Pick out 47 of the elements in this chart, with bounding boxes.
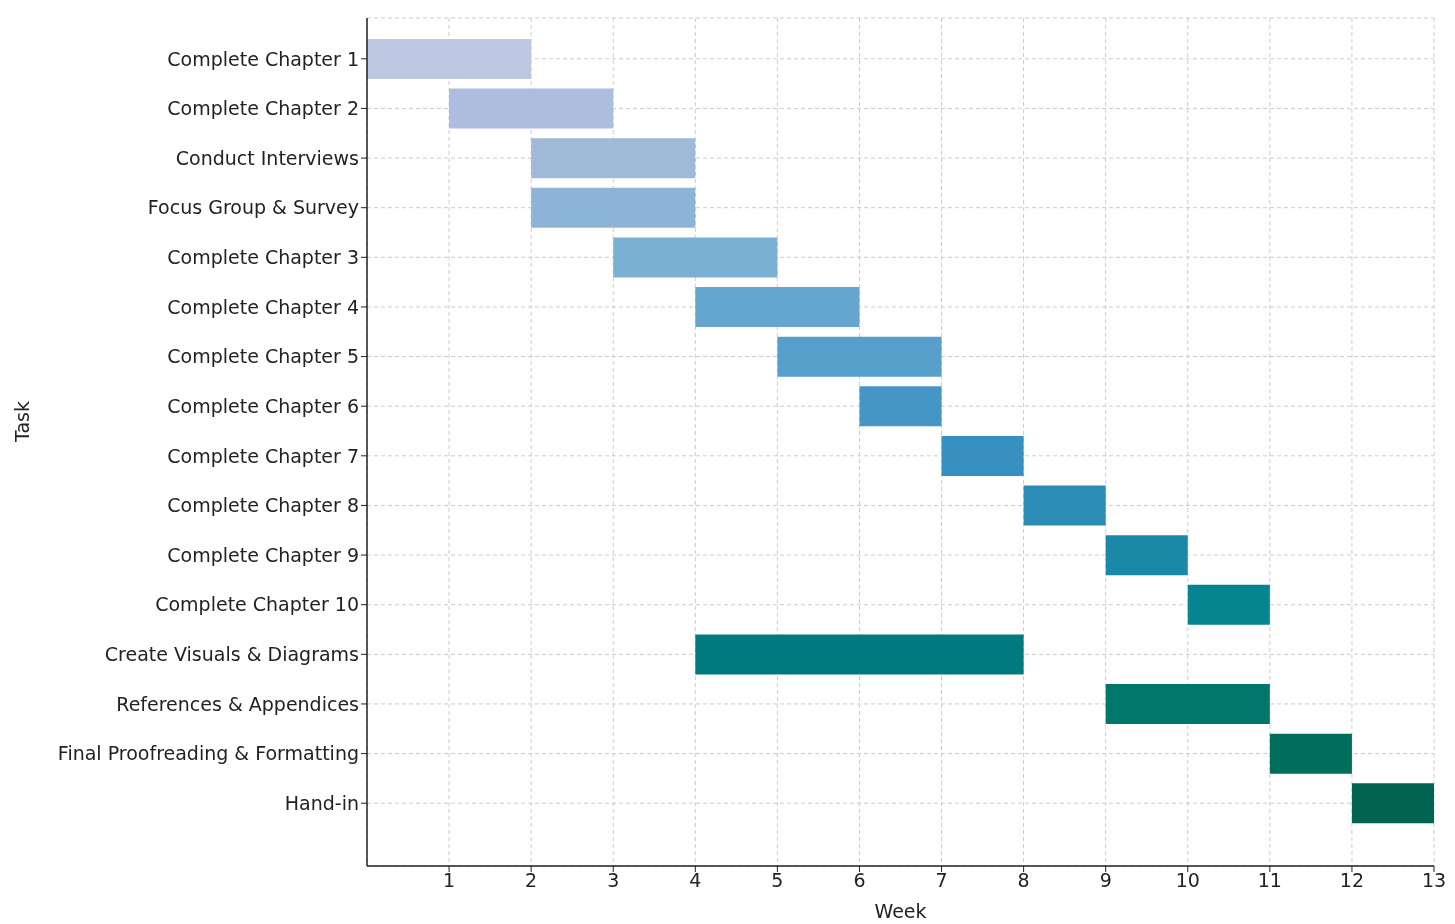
bar [1023, 485, 1106, 526]
x-axis-title: Week [874, 900, 927, 922]
y-tick-label: Complete Chapter 2 [167, 97, 359, 120]
bar [531, 187, 696, 228]
bar [695, 634, 1024, 675]
x-tick-label: 1 [443, 869, 456, 892]
y-tick-label: Hand-in [284, 791, 359, 814]
y-tick-label: Complete Chapter 4 [167, 295, 359, 318]
x-tick-label: 7 [935, 869, 948, 892]
bar [941, 435, 1024, 476]
bar [1187, 584, 1270, 625]
bar [1351, 783, 1434, 824]
y-tick-label: Complete Chapter 7 [167, 444, 359, 467]
bar [859, 386, 942, 427]
x-tick-label: 3 [607, 869, 620, 892]
y-axis-title: Task [10, 400, 33, 443]
y-tick-label: Complete Chapter 9 [167, 543, 359, 566]
bar [367, 38, 532, 79]
x-tick-label: 2 [525, 869, 538, 892]
y-tick-label: Complete Chapter 10 [155, 593, 359, 616]
bar [1105, 684, 1270, 725]
y-tick-label: References & Appendices [116, 692, 359, 715]
x-tick-label: 6 [853, 869, 866, 892]
x-tick-label: 13 [1421, 869, 1447, 892]
x-tick-label: 11 [1257, 869, 1282, 892]
bar [613, 237, 778, 278]
x-tick-label: 9 [1099, 869, 1112, 892]
bar [777, 336, 942, 377]
bar [695, 287, 860, 328]
y-tick-label: Conduct Interviews [175, 146, 359, 169]
x-tick-label: 10 [1175, 869, 1200, 892]
y-tick-label: Complete Chapter 1 [167, 47, 359, 70]
x-tick-label: 4 [689, 869, 702, 892]
y-tick-label: Create Visuals & Diagrams [104, 643, 359, 666]
bar [1105, 535, 1188, 576]
bar [1269, 733, 1352, 774]
y-tick-label: Complete Chapter 8 [167, 494, 359, 517]
y-tick-label: Complete Chapter 3 [167, 246, 359, 269]
bar [449, 88, 614, 129]
x-tick-label: 5 [771, 869, 784, 892]
x-tick-label: 12 [1339, 869, 1365, 892]
y-tick-label: Complete Chapter 6 [167, 394, 359, 417]
y-tick-label: Complete Chapter 5 [167, 345, 359, 368]
y-tick-label: Final Proofreading & Formatting [57, 742, 359, 765]
y-tick-label: Focus Group & Survey [147, 196, 359, 219]
x-tick-label: 8 [1017, 869, 1030, 892]
bar [531, 138, 696, 179]
